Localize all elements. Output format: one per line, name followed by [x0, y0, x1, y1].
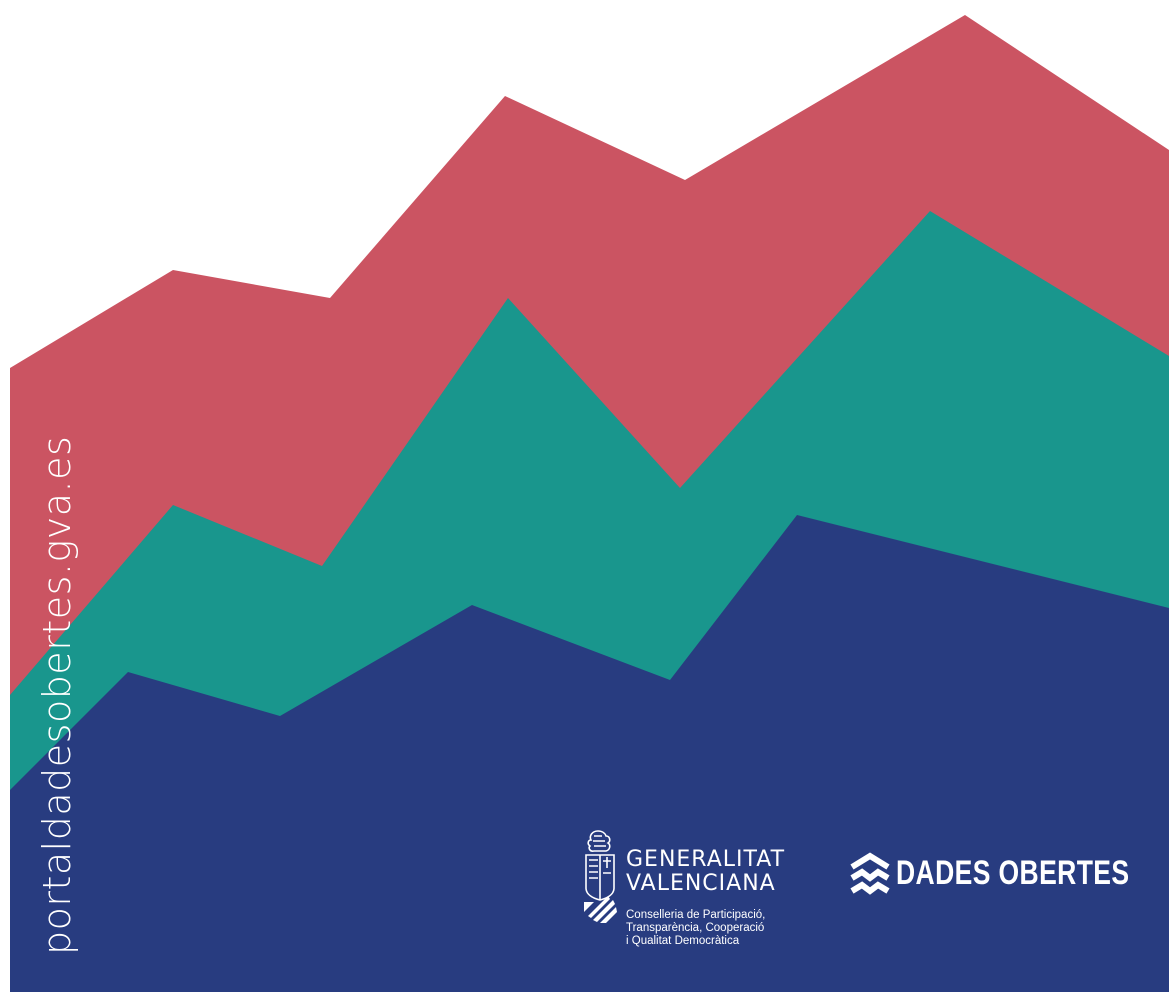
department-name: Conselleria de Participació, Transparènc…	[626, 909, 765, 948]
stacked-chevrons-icon	[850, 852, 890, 895]
dades-obertes-label: DADES OBERTES	[896, 854, 1130, 892]
generalitat-valenciana-logo: GENERALITAT VALENCIANA Conselleria de Pa…	[580, 828, 840, 958]
coat-of-arms-icon	[584, 830, 617, 923]
department-line2: Transparència, Cooperació	[626, 922, 765, 934]
generalitat-name-line1: GENERALITAT	[626, 847, 786, 872]
site-url[interactable]: portaldadesobertes.gva.es	[35, 435, 79, 955]
department-line3: i Qualitat Democràtica	[626, 935, 740, 947]
department-line1: Conselleria de Participació,	[626, 909, 766, 921]
generalitat-name: GENERALITAT VALENCIANA	[626, 848, 785, 896]
generalitat-name-line2: VALENCIANA	[626, 871, 776, 896]
